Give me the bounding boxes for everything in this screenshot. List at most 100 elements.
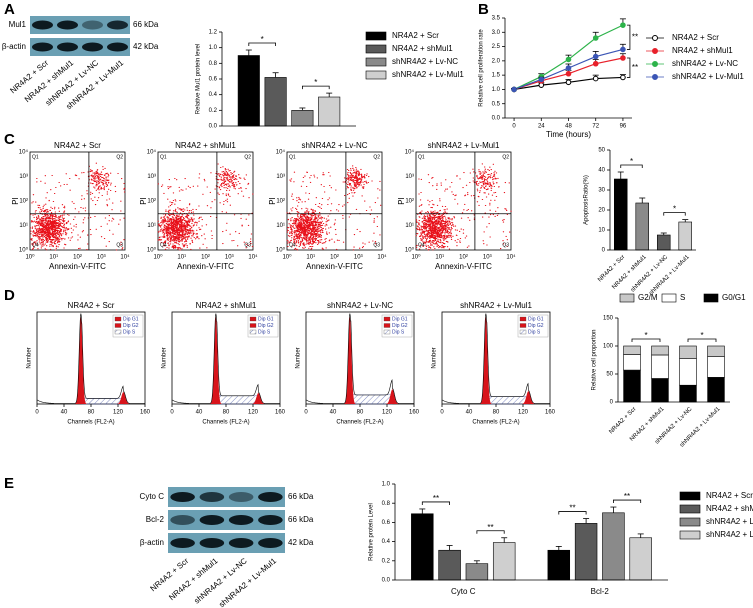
legend-label: NR4A2 + shMul1 — [392, 44, 453, 53]
x-tick-label: 10¹ — [435, 255, 444, 261]
legend-swatch — [114, 329, 122, 335]
histogram-outline — [441, 313, 550, 404]
y-tick-label: 10³ — [405, 174, 414, 180]
y-tick-label: 1.0 — [209, 45, 218, 51]
y-tick-label: 10¹ — [19, 223, 28, 229]
bar — [237, 55, 260, 127]
legend-marker — [652, 48, 658, 54]
blot-strip — [168, 487, 285, 507]
x-tick-label: 160 — [545, 410, 556, 416]
y-axis-label: ApoptosisRatio(%) — [584, 175, 590, 225]
legend-label: Dip G1 — [392, 316, 408, 322]
histogram-outline — [305, 313, 414, 404]
blot-row-label: β-actin — [140, 538, 164, 547]
y-tick-label: 0.2 — [382, 558, 391, 564]
x-tick-label: 72 — [592, 124, 599, 130]
blot-band — [228, 538, 254, 548]
y-tick-label: 100 — [603, 344, 614, 350]
data-point — [538, 76, 545, 83]
y-tick-label: 10³ — [276, 174, 285, 180]
x-tick-label: 10³ — [483, 255, 492, 261]
y-tick-label: 10⁰ — [405, 247, 415, 254]
legend-label: shNR4A2 + Lv-Mul1 — [706, 530, 753, 539]
significance-bracket — [626, 24, 631, 50]
significance-bracket — [421, 501, 450, 505]
y-tick-label: 0.6 — [209, 77, 218, 83]
y-tick-label: 0.8 — [382, 501, 391, 507]
legend-swatch — [365, 70, 387, 80]
legend-label: Dip G2 — [528, 323, 544, 329]
data-point — [565, 79, 572, 86]
significance-label: ** — [487, 523, 493, 532]
quadrant-label: Q2 — [116, 154, 123, 160]
y-tick-label: 3.0 — [492, 30, 501, 36]
quadrant-label: Q1 — [32, 154, 39, 160]
data-point — [511, 86, 517, 93]
significance-bracket — [620, 164, 643, 168]
bar-segment — [707, 356, 725, 378]
legend-label: NR4A2 + shMul1 — [706, 504, 753, 513]
x-axis-label: Annexin-V-FITC — [177, 262, 234, 271]
x-tick-label: 10³ — [225, 255, 234, 261]
bar-segment — [679, 345, 697, 359]
y-axis-label: Relative cell proportion — [592, 329, 598, 390]
x-tick-label: 40 — [196, 410, 203, 416]
legend-label: NR4A2 + Scr — [672, 33, 719, 42]
y-tick-label: 0.4 — [209, 92, 218, 98]
legend-swatch — [519, 323, 527, 328]
blot-band — [258, 515, 283, 525]
y-axis-label: Relative cell proliferation rate — [479, 29, 485, 107]
x-tick-label: 10⁴ — [377, 254, 387, 261]
y-tick-label: 0.0 — [209, 124, 218, 130]
y-tick-label: 30 — [598, 188, 605, 194]
data-point — [620, 46, 626, 53]
quadrant-label: Q2 — [502, 154, 509, 160]
blot-band — [107, 20, 128, 30]
bar — [492, 542, 516, 581]
blot-strip — [168, 510, 285, 530]
plot-title: NR4A2 + Scr — [68, 301, 115, 310]
x-tick-label: Cyto C — [451, 587, 476, 596]
legend-swatch — [703, 293, 719, 303]
x-tick-label: 10³ — [354, 255, 363, 261]
y-tick-label: 2.0 — [492, 58, 501, 64]
x-axis-label: Channels (FL2-A) — [202, 420, 249, 426]
g1-peak — [209, 316, 223, 404]
bar-segment — [623, 345, 641, 355]
bar-segment — [707, 377, 725, 403]
significance-bracket — [476, 530, 505, 534]
significance-label: ** — [624, 492, 630, 501]
legend-swatch — [383, 329, 391, 335]
g1-peak — [479, 316, 493, 404]
blot-band — [57, 20, 78, 30]
x-tick-label: 0 — [304, 410, 308, 416]
legend-swatch — [679, 517, 701, 527]
panel-letter: C — [4, 131, 15, 148]
y-tick-label: 1.0 — [382, 482, 391, 488]
y-tick-label: 50 — [606, 372, 613, 378]
data-point — [592, 60, 599, 67]
significance-bracket — [613, 499, 642, 504]
legend-swatch — [249, 316, 257, 322]
bar — [264, 77, 287, 127]
histogram-outline — [36, 313, 145, 404]
legend-swatch — [519, 329, 527, 335]
legend-swatch — [114, 316, 122, 322]
x-tick-label: 120 — [248, 410, 259, 416]
x-tick-label: 0 — [440, 410, 444, 416]
blot-band — [170, 538, 195, 548]
g2-peak — [251, 392, 266, 404]
blot-band — [170, 492, 195, 502]
y-tick-label: 10¹ — [405, 223, 414, 229]
quadrant-label: Q4 — [32, 242, 39, 248]
x-tick-label: 160 — [275, 410, 286, 416]
bar — [574, 523, 598, 581]
significance-label: * — [673, 205, 676, 214]
blot-size-label: 42 kDa — [288, 538, 314, 547]
y-tick-label: 150 — [603, 316, 614, 322]
y-tick-label: 1.5 — [492, 73, 501, 79]
x-tick-label: 10³ — [97, 255, 106, 261]
x-axis-label: Channels (FL2-A) — [67, 420, 114, 426]
legend-swatch — [679, 504, 701, 514]
